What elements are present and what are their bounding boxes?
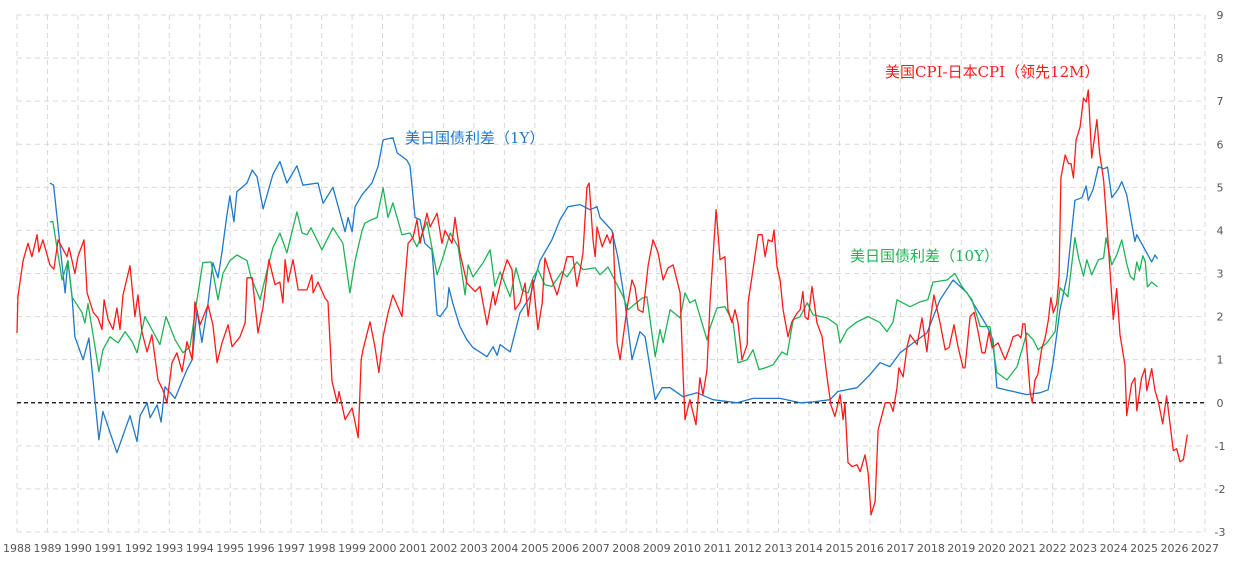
x-tick-label: 2000 [369, 542, 397, 555]
y-tick-label: -1 [1215, 440, 1226, 453]
x-tick-label: 1990 [64, 542, 92, 555]
series-label-1y: 美日国债利差（1Y） [405, 129, 544, 147]
y-tick-label: 8 [1217, 52, 1224, 65]
y-tick-label: 2 [1217, 311, 1224, 324]
x-tick-label: 2012 [734, 542, 762, 555]
x-tick-label: 2015 [825, 542, 853, 555]
x-tick-label: 2008 [612, 542, 640, 555]
y-tick-label: 3 [1217, 268, 1224, 281]
x-tick-label: 2001 [399, 542, 427, 555]
y-tick-label: 6 [1217, 138, 1224, 151]
x-tick-label: 2025 [1130, 542, 1158, 555]
series-lines [16, 89, 1188, 516]
x-tick-label: 1988 [3, 542, 31, 555]
x-tick-label: 2010 [673, 542, 701, 555]
x-tick-label: 2017 [886, 542, 914, 555]
x-tick-label: 2024 [1100, 542, 1128, 555]
x-tick-label: 2005 [521, 542, 549, 555]
x-tick-label: 2019 [947, 542, 975, 555]
y-tick-label: 7 [1217, 95, 1224, 108]
y-tick-label: 5 [1217, 181, 1224, 194]
y-tick-label: 4 [1217, 224, 1224, 237]
x-tick-label: 1994 [186, 542, 214, 555]
x-tick-label: 2011 [704, 542, 732, 555]
y-tick-label: -2 [1215, 483, 1226, 496]
y-tick-label: 1 [1217, 354, 1224, 367]
x-tick-label: 2003 [460, 542, 488, 555]
x-tick-label: 2007 [582, 542, 610, 555]
x-tick-label: 2013 [765, 542, 793, 555]
x-tick-label: 1989 [33, 542, 61, 555]
y-tick-label: 0 [1217, 397, 1224, 410]
x-tick-label: 1991 [94, 542, 122, 555]
x-tick-label: 1995 [216, 542, 244, 555]
x-tick-label: 2020 [978, 542, 1006, 555]
series-label-10y: 美日国债利差（10Y） [850, 247, 999, 265]
x-tick-label: 1997 [277, 542, 305, 555]
x-tick-label: 1999 [338, 542, 366, 555]
y-tick-label: 9 [1217, 9, 1224, 22]
x-tick-label: 2018 [917, 542, 945, 555]
x-tick-label: 2002 [429, 542, 457, 555]
x-tick-label: 2021 [1008, 542, 1036, 555]
y-tick-label: -3 [1215, 526, 1226, 539]
series-label-cpi: 美国CPI-日本CPI（领先12M） [885, 63, 1100, 81]
x-tick-label: 1992 [125, 542, 153, 555]
grid [16, 14, 1206, 533]
series-labels: 美日国债利差（1Y） 美日国债利差（10Y） 美国CPI-日本CPI（领先12M… [405, 63, 1100, 265]
x-tick-label: 2014 [795, 542, 823, 555]
x-tick-label: 2009 [643, 542, 671, 555]
x-tick-label: 2004 [490, 542, 518, 555]
x-tick-label: 2022 [1039, 542, 1067, 555]
x-tick-label: 1996 [247, 542, 275, 555]
series-line-10y [49, 187, 1158, 381]
x-tick-label: 1993 [155, 542, 183, 555]
x-tick-label: 2016 [856, 542, 884, 555]
x-tick-label: 2006 [551, 542, 579, 555]
x-tick-label: 2027 [1191, 542, 1219, 555]
x-tick-label: 2026 [1161, 542, 1189, 555]
x-axis-ticks: 1988 1989 1990 1991 1992 1993 1994 1995 1996 1997… [3, 542, 1219, 555]
y-axis-ticks: 9 8 7 6 5 4 3 2 1 0 -1 -2 -3 [1215, 9, 1226, 539]
x-tick-label: 1998 [308, 542, 336, 555]
series-line-cpi [16, 89, 1188, 516]
x-tick-label: 2023 [1069, 542, 1097, 555]
